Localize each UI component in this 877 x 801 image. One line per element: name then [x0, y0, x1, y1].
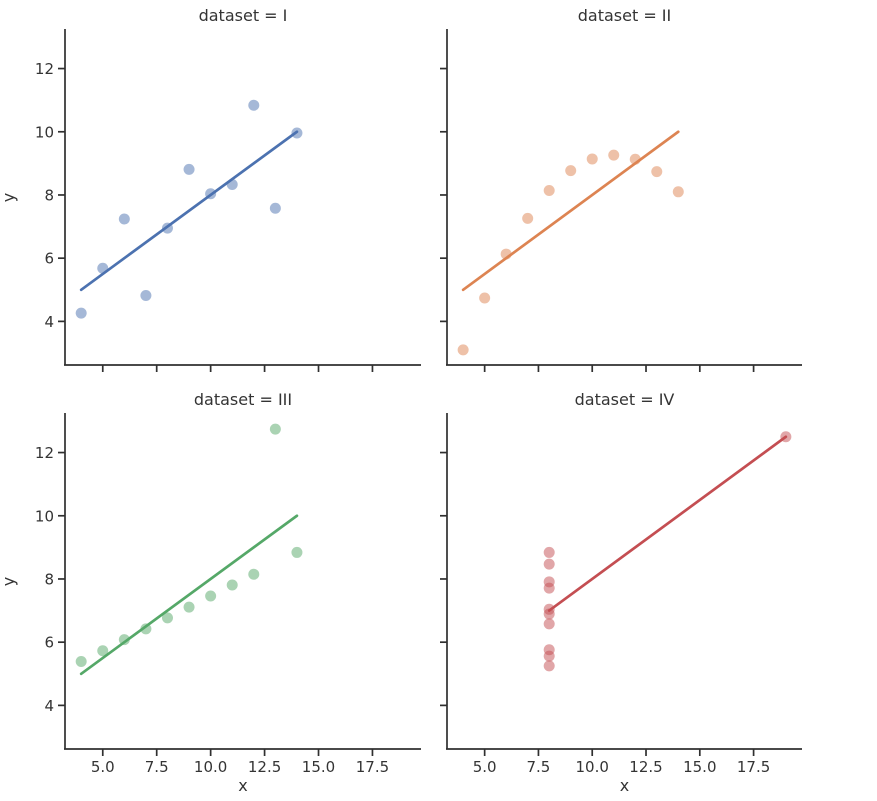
y-axis-label: y [0, 577, 18, 586]
data-point [522, 212, 534, 224]
x-tick-label: 10.0 [576, 758, 609, 776]
data-point [97, 645, 109, 657]
data-point [183, 601, 195, 613]
data-point [205, 188, 217, 200]
data-point [118, 634, 130, 646]
data-point [291, 127, 303, 139]
x-tick-label: 17.5 [737, 758, 770, 776]
data-point [543, 660, 555, 672]
data-point [140, 289, 152, 301]
data-point [248, 99, 260, 111]
data-point [543, 650, 555, 662]
x-tick-label: 15.0 [683, 758, 716, 776]
regression-line [79, 514, 299, 676]
x-tick-label: 5.0 [473, 758, 497, 776]
x-tick-label: 12.5 [629, 758, 662, 776]
regression-line [461, 130, 680, 292]
facet-panel-2: dataset = II [440, 6, 802, 372]
data-point [543, 608, 555, 620]
facet-title: dataset = I [199, 6, 288, 25]
data-point [226, 179, 238, 191]
facet-title: dataset = III [194, 390, 292, 409]
data-point [543, 618, 555, 630]
data-point [565, 165, 577, 177]
facet-panel-4: dataset = IV 5.0 7.5 10.0 12.5 15.0 17.5 x [440, 390, 802, 795]
facet-title: dataset = IV [575, 390, 675, 409]
facet-panel-3: dataset = III 5.0 7.5 10.0 12.5 15.0 17.5 4 6 8 10… [0, 390, 421, 795]
y-axis-label: y [0, 193, 18, 202]
data-point [543, 576, 555, 588]
data-point [118, 213, 130, 225]
data-point [183, 163, 195, 175]
x-axis-label: x [238, 776, 247, 795]
data-point [161, 222, 173, 234]
data-point [608, 149, 620, 161]
x-tick-label: 10.0 [194, 758, 227, 776]
y-tick-label: 8 [44, 570, 54, 588]
y-tick-label: 10 [35, 507, 54, 525]
facet-title: dataset = II [578, 6, 672, 25]
data-point [161, 612, 173, 624]
data-point [269, 202, 281, 214]
y-tick-label: 4 [44, 313, 54, 331]
data-point [291, 546, 303, 558]
data-point [543, 185, 555, 197]
x-axis-label: x [620, 776, 629, 795]
regression-line [547, 435, 788, 612]
facet-panel-1: dataset = I 4 6 8 10 12 y [0, 6, 421, 372]
data-point [269, 423, 281, 435]
y-tick-label: 4 [44, 697, 54, 715]
y-tick-label: 10 [35, 123, 54, 141]
data-point [479, 292, 491, 304]
x-tick-label: 17.5 [356, 758, 389, 776]
data-point [140, 623, 152, 635]
data-point [651, 166, 663, 178]
data-point [226, 579, 238, 591]
data-point [500, 248, 512, 260]
data-point [248, 568, 260, 580]
data-point [780, 431, 792, 443]
x-tick-label: 7.5 [145, 758, 169, 776]
y-tick-label: 6 [44, 250, 54, 268]
regression-line [79, 130, 299, 292]
y-tick-label: 12 [35, 60, 54, 78]
data-point [543, 546, 555, 558]
y-tick-label: 8 [44, 186, 54, 204]
y-tick-label: 12 [35, 444, 54, 462]
data-point [75, 307, 87, 319]
data-point [205, 590, 217, 602]
x-tick-label: 5.0 [91, 758, 115, 776]
y-tick-label: 6 [44, 634, 54, 652]
data-point [672, 186, 684, 198]
x-tick-label: 15.0 [302, 758, 335, 776]
data-point [75, 655, 87, 667]
data-point [543, 558, 555, 570]
data-point [629, 153, 641, 165]
x-tick-label: 7.5 [527, 758, 551, 776]
data-point [457, 344, 469, 356]
data-point [97, 262, 109, 274]
x-tick-label: 12.5 [248, 758, 281, 776]
data-point [586, 153, 598, 165]
